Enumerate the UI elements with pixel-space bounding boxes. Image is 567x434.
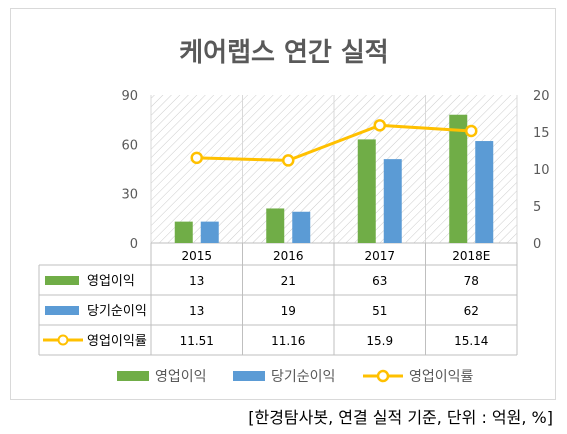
right-axis-tick-label: 10 bbox=[533, 163, 550, 178]
table-legend-key bbox=[57, 334, 69, 346]
bar bbox=[357, 139, 376, 243]
right-axis-tick-label: 15 bbox=[533, 126, 550, 141]
category-label: 2018E bbox=[452, 249, 490, 263]
line-marker bbox=[465, 124, 478, 138]
source-note: [한경탐사봇, 연결 실적 기준, 단위 : 억원, %] bbox=[248, 408, 553, 427]
table-legend-key bbox=[45, 306, 79, 315]
chart-title: 케어랩스 연간 실적 bbox=[179, 38, 388, 68]
legend-label: 당기순이익 bbox=[271, 369, 335, 385]
table-cell-value: 13 bbox=[189, 274, 204, 288]
bar bbox=[292, 211, 311, 243]
category-label: 2015 bbox=[181, 249, 212, 263]
table-cell-value: 15.14 bbox=[454, 334, 488, 348]
table-cell-value: 21 bbox=[281, 274, 296, 288]
line-marker bbox=[190, 151, 203, 165]
table-cell-value: 62 bbox=[464, 304, 479, 318]
bar bbox=[266, 208, 285, 243]
line-marker bbox=[282, 154, 295, 167]
legend-label: 영업이익률 bbox=[409, 369, 474, 385]
right-axis-tick-label: 20 bbox=[533, 89, 550, 104]
bar bbox=[383, 159, 402, 243]
table-cell-value: 51 bbox=[372, 304, 387, 318]
category-label: 2016 bbox=[273, 249, 304, 263]
table-row-label: 당기순이익 bbox=[87, 304, 147, 319]
left-axis-tick-label: 60 bbox=[121, 138, 138, 153]
chart-frame: 케어랩스 연간 실적 0 30 60 90 0 5 10 15 20 2015 2016 2017 201… bbox=[10, 8, 556, 400]
series-line bbox=[196, 123, 472, 162]
table-cell-value: 11.51 bbox=[180, 334, 214, 348]
legend-key bbox=[233, 371, 265, 381]
table-cell-value: 78 bbox=[464, 274, 479, 288]
legend-key bbox=[117, 371, 149, 381]
legend-key bbox=[376, 369, 390, 383]
chart-svg: 케어랩스 연간 실적 0 30 60 90 0 5 10 15 20 2015 2016 2017 201… bbox=[38, 38, 550, 385]
table-legend-key bbox=[45, 276, 79, 285]
table-cell-value: 11.16 bbox=[271, 334, 305, 348]
left-axis-tick-label: 90 bbox=[121, 89, 138, 104]
table-cell-value: 13 bbox=[189, 304, 204, 318]
left-axis-tick-label: 30 bbox=[121, 188, 138, 203]
left-axis-tick-label: 0 bbox=[130, 237, 138, 252]
bar bbox=[174, 221, 193, 243]
legend-label: 영업이익 bbox=[155, 369, 207, 385]
right-axis-tick-label: 0 bbox=[533, 237, 541, 252]
category-label: 2017 bbox=[364, 249, 395, 263]
bar bbox=[200, 221, 219, 243]
table-row-label: 영업이익률 bbox=[87, 334, 147, 349]
table-cell-value: 15.9 bbox=[366, 334, 393, 348]
table-cell-value: 63 bbox=[372, 274, 387, 288]
table-cell-value: 19 bbox=[281, 304, 296, 318]
line-marker bbox=[373, 119, 386, 132]
bar bbox=[475, 141, 494, 243]
bar bbox=[449, 114, 468, 243]
table-row-label: 영업이익 bbox=[87, 274, 135, 289]
right-axis-tick-label: 5 bbox=[533, 200, 541, 215]
